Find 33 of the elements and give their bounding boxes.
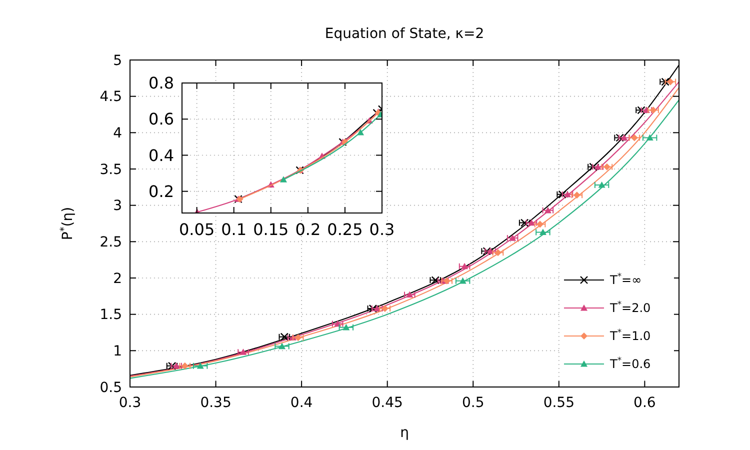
y-tick-label: 3.5 (100, 162, 122, 178)
x-tick-label: 0.4 (290, 395, 313, 411)
y-tick-label: 0.4 (148, 146, 174, 165)
y-tick-label: 4 (113, 126, 122, 142)
y-tick-label: 4.5 (100, 89, 122, 106)
y-tick-label: 0.2 (148, 182, 174, 201)
legend-label: T$^{*}$=1.0 (609, 327, 651, 344)
x-tick-label: 0.3 (369, 220, 395, 239)
y-tick-label: 3 (113, 198, 122, 214)
x-tick-label: 0.25 (327, 220, 363, 239)
y-tick-label: 1.5 (100, 307, 122, 324)
y-tick-label: 0.6 (148, 110, 174, 129)
x-tick-label: 0.5 (462, 395, 484, 411)
x-tick-label: 0.05 (179, 220, 215, 239)
y-tick-label: 0.8 (148, 74, 174, 93)
x-tick-label: 0.3 (118, 395, 142, 411)
y-tick-label: 2.5 (100, 234, 122, 251)
x-tick-label: 0.2 (295, 220, 321, 239)
x-tick-label: 0.35 (200, 395, 232, 411)
y-tick-label: 0.5 (100, 380, 122, 396)
x-tick-label: 0.1 (221, 220, 247, 239)
x-tick-label: 0.15 (253, 220, 289, 239)
y-tick-label: 5 (113, 52, 122, 69)
x-tick-label: 0.55 (543, 395, 574, 411)
legend-label: T$^{*}$=2.0 (609, 299, 651, 316)
y-tick-label: 1 (113, 344, 122, 360)
legend-label: T$^{*}$=∞ (609, 271, 642, 288)
chart-title: Equation of State, κ=2 (324, 26, 484, 42)
x-tick-label: 0.6 (634, 395, 656, 411)
y-tick-label: 2 (113, 270, 122, 287)
x-axis-title: η (400, 425, 409, 441)
legend-label: T$^{*}$=0.6 (609, 355, 651, 372)
x-tick-label: 0.45 (372, 395, 403, 411)
